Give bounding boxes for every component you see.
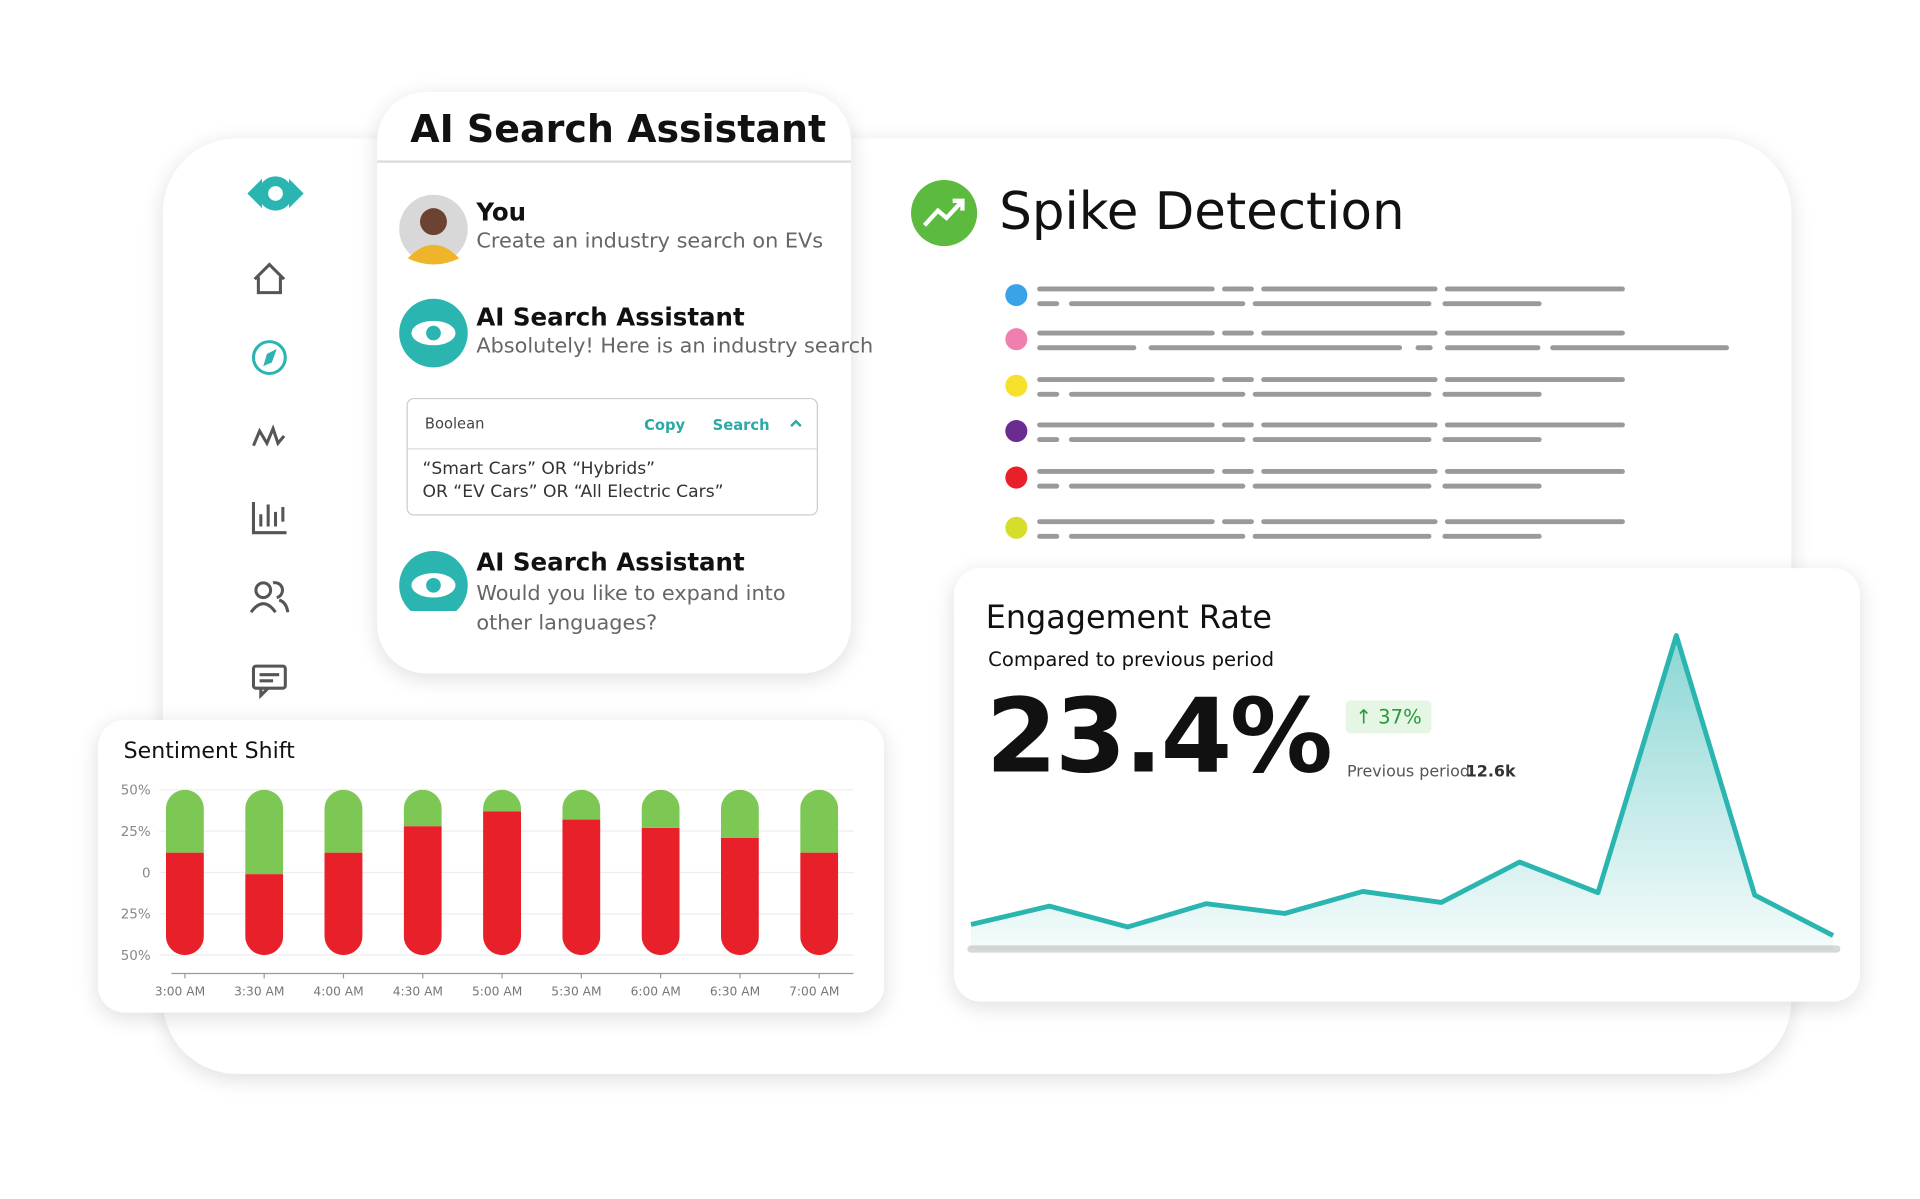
- area-fill: [971, 635, 1834, 949]
- x-tick-label: 5:30 AM: [551, 985, 601, 999]
- x-tick-label: 5:00 AM: [472, 985, 522, 999]
- author: AI Search Assistant: [476, 547, 745, 577]
- chart-title: Sentiment Shift: [123, 738, 295, 765]
- divider: [377, 160, 852, 163]
- author: AI Search Assistant: [476, 302, 745, 332]
- divider: [407, 448, 817, 450]
- bar-segment: [483, 789, 522, 812]
- query-label: Boolean: [424, 415, 485, 433]
- avatars: [399, 194, 468, 612]
- message: Would you like to expand into other lang…: [476, 581, 786, 636]
- x-tick-label: 7:00 AM: [789, 985, 839, 999]
- previous-label: Previous period: [1346, 762, 1470, 782]
- bar-segment: [165, 852, 204, 956]
- bar-segment: [165, 789, 204, 853]
- message: Create an industry search on EVs: [476, 228, 824, 254]
- engagement-subtitle: Compared to previous period: [988, 647, 1275, 672]
- author: You: [476, 197, 527, 227]
- query-box: Boolean Copy Search “Smart Cars” OR “Hyb…: [406, 397, 818, 516]
- bar-segment: [641, 789, 680, 828]
- bar-segment: [562, 819, 601, 956]
- bar-segment: [403, 826, 442, 956]
- y-tick-label: 25%: [121, 825, 151, 840]
- status-dot: [1005, 516, 1028, 539]
- x-tick-label: 3:00 AM: [155, 985, 205, 999]
- y-tick-label: 50%: [121, 949, 151, 964]
- x-tick-label: 6:30 AM: [710, 985, 760, 999]
- status-dot: [1005, 420, 1028, 443]
- assistant-card: AI Search Assistant You Create an indust…: [377, 91, 873, 674]
- bar-segment: [483, 811, 522, 956]
- y-tick-label: 0: [142, 866, 151, 881]
- query-line: OR “EV Cars” OR “All Electric Cars”: [422, 482, 724, 503]
- x-tick-label: 4:00 AM: [313, 985, 363, 999]
- status-dot: [1005, 466, 1028, 489]
- area-line: [970, 633, 1835, 938]
- query-line: “Smart Cars” OR “Hybrids”: [422, 459, 656, 479]
- engagement-title: Engagement Rate: [985, 600, 1272, 637]
- collapse-icon[interactable]: [789, 418, 804, 430]
- bar-segment: [245, 789, 284, 875]
- status-dot: [1005, 328, 1028, 351]
- bar-segment: [324, 852, 363, 956]
- bar-segment: [720, 837, 759, 956]
- bar-segment: [641, 827, 680, 956]
- x-tick-label: 6:00 AM: [631, 985, 681, 999]
- spike-title: Spike Detection: [999, 181, 1405, 242]
- bar-segment: [245, 874, 284, 956]
- bar-segment: [562, 789, 601, 820]
- y-tick-label: 25%: [121, 908, 151, 923]
- status-dot: [1005, 284, 1028, 307]
- copy-button[interactable]: Copy: [644, 416, 686, 434]
- engagement-value: 23.4%: [985, 675, 1333, 796]
- bar-segment: [800, 852, 839, 956]
- sidebar: [247, 176, 304, 700]
- x-tick-label: 3:30 AM: [234, 985, 284, 999]
- search-button[interactable]: Search: [712, 416, 770, 434]
- bar-segment: [800, 789, 839, 853]
- bar-segment: [324, 789, 363, 853]
- change-badge: ↑ 37%: [1345, 700, 1432, 734]
- status-dot: [1005, 374, 1028, 397]
- message: Absolutely! Here is an industry search: [476, 334, 874, 359]
- x-tick-label: 4:30 AM: [393, 985, 443, 999]
- bar-segment: [720, 789, 759, 838]
- y-tick-label: 50%: [121, 784, 151, 799]
- previous-value: 12.6k: [1465, 762, 1516, 782]
- assistant-title: AI Search Assistant: [410, 107, 827, 152]
- bar-segment: [403, 789, 442, 827]
- spike-icon: [911, 180, 978, 247]
